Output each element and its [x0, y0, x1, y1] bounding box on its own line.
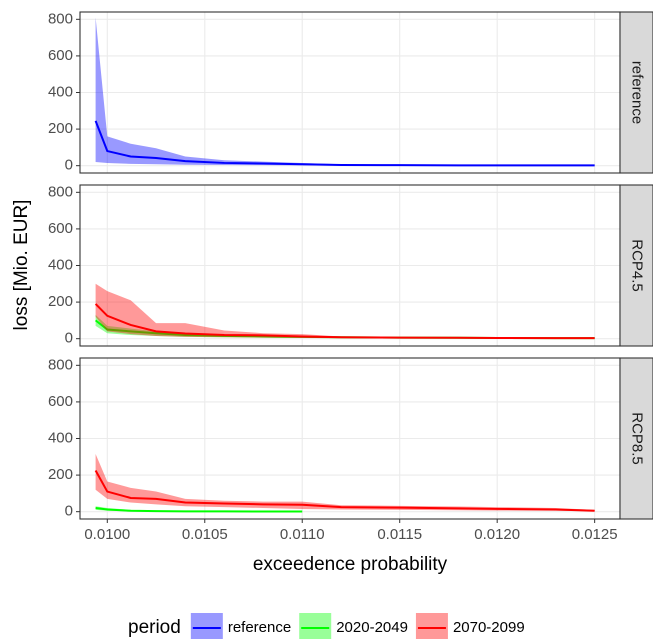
- x-tick-label: 0.0100: [84, 526, 130, 543]
- x-tick-label: 0.0115: [377, 526, 422, 543]
- y-tick-label: 600: [48, 47, 73, 64]
- legend-title: period: [128, 617, 181, 638]
- strip-label: RCP4.5: [629, 239, 646, 292]
- strip-label: reference: [629, 61, 646, 124]
- y-tick-label: 600: [48, 393, 73, 410]
- legend-label: 2070-2099: [453, 619, 525, 636]
- y-tick-label: 400: [48, 429, 73, 446]
- y-tick-label: 200: [48, 466, 73, 483]
- y-tick-label: 400: [48, 83, 73, 100]
- line: [95, 507, 303, 513]
- x-tick-label: 0.0120: [474, 526, 520, 543]
- strip: [619, 11, 653, 174]
- y-tick-label: 0: [65, 330, 73, 347]
- x-tick-label: 0.0105: [182, 526, 228, 543]
- x-tick-label: 0.0110: [280, 526, 325, 543]
- line: [94, 303, 595, 340]
- strip-label: RCP8.5: [629, 412, 646, 465]
- line: [94, 120, 595, 167]
- strip: [619, 184, 653, 347]
- legend-label: reference: [228, 619, 291, 636]
- y-tick-label: 0: [65, 157, 73, 174]
- ribbon: [95, 283, 595, 339]
- line: [94, 470, 595, 512]
- y-tick-label: 200: [48, 120, 73, 137]
- legend-key: [299, 613, 332, 643]
- y-tick-label: 800: [48, 183, 73, 200]
- x-axis-label: exceedence probability: [253, 554, 448, 575]
- y-tick-label: 800: [48, 356, 73, 373]
- x-tick-label: 0.0125: [572, 526, 618, 543]
- y-axis-label: loss [Mio. EUR]: [11, 200, 32, 331]
- y-tick-label: 0: [65, 503, 73, 520]
- legend-key: [190, 613, 223, 643]
- y-tick-label: 200: [48, 293, 73, 310]
- y-tick-label: 400: [48, 256, 73, 273]
- y-tick-label: 600: [48, 220, 73, 237]
- legend-label: 2020-2049: [336, 619, 408, 636]
- strip: [619, 357, 653, 520]
- ribbon: [95, 17, 595, 166]
- y-tick-label: 800: [48, 10, 73, 27]
- legend-key: [415, 613, 448, 643]
